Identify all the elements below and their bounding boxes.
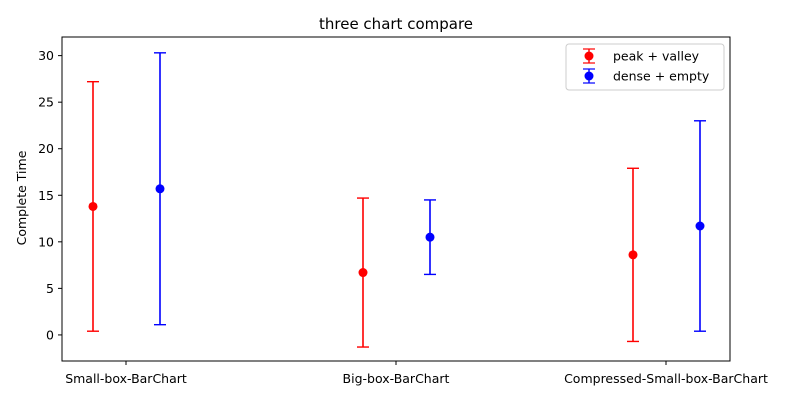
mean-marker <box>425 232 435 242</box>
errorbar-point <box>357 197 369 348</box>
x-tick-label: Small-box-BarChart <box>65 371 187 386</box>
mean-marker <box>628 250 638 260</box>
errorbar-point <box>627 167 639 343</box>
x-axis-ticks: Small-box-BarChart Big-box-BarChart Compre… <box>65 361 768 386</box>
mean-marker <box>155 184 165 194</box>
mean-marker <box>695 221 705 231</box>
y-tick-label: 5 <box>46 281 54 296</box>
legend-marker <box>584 71 594 81</box>
errorbar-point <box>87 80 99 332</box>
y-tick-label: 30 <box>38 48 54 63</box>
y-tick-label: 20 <box>38 141 54 156</box>
y-tick-label: 0 <box>46 327 54 342</box>
legend-item: dense + empty <box>583 68 710 84</box>
y-axis-ticks: 0 5 10 15 20 25 30 <box>38 48 62 342</box>
y-tick-label: 25 <box>38 95 54 110</box>
legend-label: dense + empty <box>613 69 710 84</box>
x-tick-label: Big-box-BarChart <box>343 371 450 386</box>
chart-title: three chart compare <box>319 15 473 33</box>
y-tick-label: 15 <box>38 188 54 203</box>
errorbar-point <box>424 199 436 276</box>
mean-marker <box>88 201 98 211</box>
mean-marker <box>358 268 368 278</box>
legend-label: peak + valley <box>613 49 700 64</box>
errorbar-point <box>154 52 166 326</box>
legend-item: peak + valley <box>583 48 700 64</box>
y-axis-label: Complete Time <box>14 150 29 245</box>
x-tick-label: Compressed-Small-box-BarChart <box>564 371 768 386</box>
legend-box <box>565 43 725 91</box>
legend-marker <box>584 51 594 61</box>
legend: peak + valley dense + empty <box>565 43 725 91</box>
errorbar-point <box>694 120 706 332</box>
y-tick-label: 10 <box>38 234 54 249</box>
error-bars <box>87 52 706 348</box>
